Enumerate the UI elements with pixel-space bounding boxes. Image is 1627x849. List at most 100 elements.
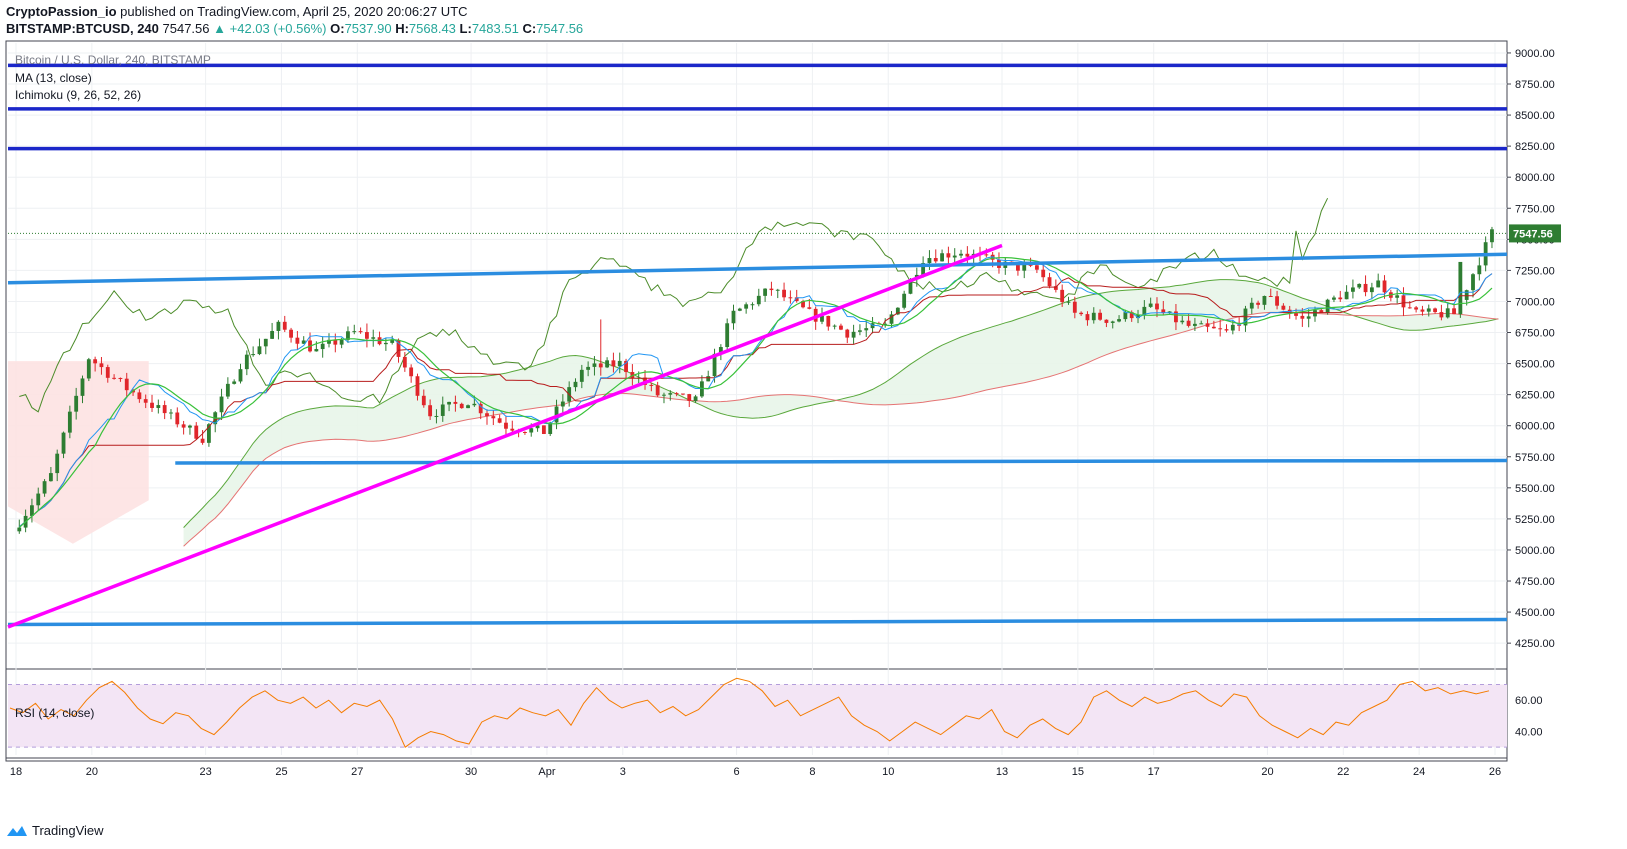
- candle-body: [1306, 316, 1311, 319]
- candle-body: [472, 403, 477, 406]
- candle-body: [706, 376, 711, 382]
- candle-body: [1262, 295, 1267, 305]
- candle-body: [788, 297, 793, 299]
- candle-body: [1211, 326, 1216, 329]
- candle-body: [579, 369, 584, 382]
- rsi-pane: [8, 677, 1507, 748]
- rsi-label[interactable]: RSI (14, close): [15, 706, 94, 720]
- candle-body: [118, 377, 123, 379]
- candle-body: [99, 363, 104, 368]
- ma-13-line: [18, 256, 1493, 529]
- open-label: O:: [330, 21, 345, 36]
- candle-body: [1464, 290, 1469, 300]
- candle-body: [282, 321, 287, 330]
- candle-body: [801, 301, 805, 308]
- candle-body: [611, 360, 616, 367]
- candle-body: [1433, 308, 1437, 313]
- candle-body: [1224, 329, 1229, 331]
- candle-body: [1414, 307, 1419, 310]
- candle-body: [263, 338, 268, 347]
- candle-body: [289, 329, 293, 338]
- candle-body: [93, 359, 98, 364]
- candle-body: [1230, 324, 1235, 331]
- y-tick-label: 7000.00: [1515, 296, 1555, 308]
- candle-body: [42, 481, 47, 494]
- y-tick-label: 4500.00: [1515, 607, 1555, 619]
- candle-body: [1104, 319, 1109, 323]
- candle-body: [895, 307, 900, 315]
- candle-body: [598, 363, 603, 368]
- candle-body: [1079, 312, 1084, 315]
- candle-body: [124, 378, 129, 391]
- tenkan-sen: [18, 256, 1493, 528]
- candle-body: [1117, 319, 1121, 322]
- candle-body: [1344, 291, 1349, 300]
- y-tick-label: 8250.00: [1515, 141, 1555, 153]
- candle-body: [845, 329, 850, 338]
- tradingview-logo[interactable]: TradingView: [6, 823, 104, 838]
- candle-body: [409, 367, 414, 377]
- low-label: L:: [459, 21, 472, 36]
- candle-body: [67, 411, 72, 433]
- grid: [5, 40, 1508, 762]
- candle-body: [371, 337, 376, 339]
- candle-body: [832, 325, 837, 327]
- y-tick-label: 9000.00: [1515, 48, 1555, 60]
- trendline-rising-support: [7, 243, 1003, 629]
- candle-body: [1363, 283, 1368, 293]
- candle-body: [687, 394, 692, 401]
- candle-body: [80, 378, 85, 396]
- candle-body: [1186, 320, 1191, 326]
- candle-body: [105, 367, 110, 378]
- candle-body: [1174, 311, 1178, 323]
- ma-label[interactable]: MA (13, close): [15, 71, 92, 85]
- candle-body: [150, 402, 154, 408]
- rsi-line: [9, 677, 1490, 748]
- candle-body: [902, 293, 907, 308]
- candle-body: [244, 354, 249, 370]
- candle-body: [55, 453, 60, 474]
- pane-labels: Bitcoin / U.S. Dollar, 240, BITSTAMP MA …: [15, 53, 211, 720]
- candle-body: [1490, 229, 1494, 243]
- candle-body: [649, 384, 654, 386]
- candle-body: [383, 342, 388, 345]
- ohlc-line: BITSTAMP:BTCUSD, 240 7547.56 ▲ +42.03 (+…: [6, 21, 583, 36]
- candle-body: [485, 413, 489, 417]
- candle-body: [36, 493, 41, 506]
- candle-body: [933, 258, 938, 262]
- candle-body: [1458, 261, 1463, 315]
- candle-body: [1445, 308, 1450, 318]
- candle-body: [921, 263, 926, 275]
- candle-body: [497, 418, 502, 423]
- candle-body: [1034, 265, 1039, 270]
- x-tick-label: 15: [1072, 766, 1084, 778]
- trendline-lower-support: [7, 617, 1508, 627]
- candle-body: [112, 377, 117, 379]
- candle-body: [731, 310, 736, 324]
- candle-body: [1060, 289, 1065, 303]
- chart-title: Bitcoin / U.S. Dollar, 240, BITSTAMP: [15, 53, 211, 67]
- y-tick-label: 8000.00: [1515, 172, 1555, 184]
- x-tick-label: 6: [733, 766, 739, 778]
- candle-body: [725, 323, 730, 348]
- candle-body: [1477, 265, 1482, 275]
- x-tick-label: 24: [1413, 766, 1425, 778]
- open-value: 7537.90: [344, 21, 392, 36]
- y-tick-label: 4250.00: [1515, 638, 1555, 650]
- candle-body: [1072, 301, 1077, 313]
- candle-body: [889, 314, 894, 324]
- candle-body: [1351, 287, 1355, 292]
- publisher-name[interactable]: CryptoPassion_io: [6, 4, 117, 19]
- candle-body: [1357, 283, 1362, 288]
- candle-body: [1218, 328, 1223, 330]
- candle-body: [756, 295, 761, 305]
- candle-body: [858, 330, 862, 332]
- last-price: 7547.56: [162, 21, 210, 36]
- candle-body: [737, 308, 742, 311]
- candle-body: [851, 331, 856, 338]
- x-tick-label: 3: [620, 766, 626, 778]
- ichimoku-label[interactable]: Ichimoku (9, 26, 52, 26): [15, 88, 141, 102]
- x-tick-label: 13: [996, 766, 1008, 778]
- rsi-tick-label: 60.00: [1515, 695, 1543, 707]
